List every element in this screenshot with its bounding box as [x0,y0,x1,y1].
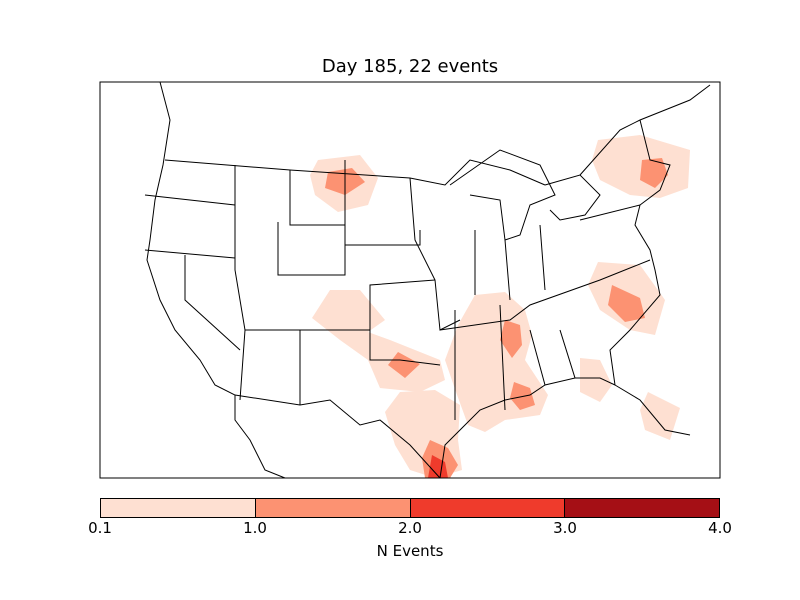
boundary-line [184,255,241,351]
boundary-line [504,239,511,301]
colorbar-bin-3 [565,499,719,517]
colorbar-tick: 1.0 [243,519,267,537]
map-frame [99,81,721,479]
boundary-line [300,279,436,331]
event-density-cell-level-1 [608,285,645,322]
boundary-line [234,165,246,401]
boundary-line [544,174,601,221]
boundary-line [539,224,546,291]
boundary-line [144,194,236,206]
boundary-line [499,304,506,411]
boundary-line [245,329,301,405]
boundary-line [529,329,546,386]
colorbar-tick: 0.1 [88,519,112,537]
boundary-line [449,149,556,241]
event-density-cell-level-0 [592,135,690,198]
event-density-cell-level-0 [580,358,612,402]
event-density-layer [310,135,690,478]
colorbar [100,498,720,518]
colorbar-bin-1 [255,499,411,517]
event-density-cell-level-1 [388,352,420,378]
boundary-line [277,170,346,276]
colorbar-tick: 2.0 [398,519,422,537]
event-density-cell-level-1 [640,158,668,188]
boundary-line [439,259,651,331]
boundary-line [146,81,286,479]
event-density-cell-level-0 [445,292,548,432]
colorbar-bin-2 [410,499,566,517]
colorbar-bin-0 [101,499,256,517]
event-density-cell-level-1 [500,320,522,358]
event-density-cell-level-2 [428,455,448,478]
boundary-line [609,119,691,436]
boundary-line [409,177,461,331]
colorbar-tick: 3.0 [553,519,577,537]
boundary-line [559,329,576,379]
colorbar-tick: 4.0 [708,519,732,537]
boundary-line [439,377,616,479]
chart-title: Day 185, 22 events [321,56,499,77]
event-density-cell-level-0 [640,392,680,440]
event-density-cell-level-0 [312,290,445,392]
boundary-line [144,249,236,259]
boundary-line [369,330,441,366]
boundary-line [344,160,421,246]
colorbar-label: N Events [376,542,444,560]
boundary-line [579,204,641,221]
boundaries-layer [144,81,711,479]
